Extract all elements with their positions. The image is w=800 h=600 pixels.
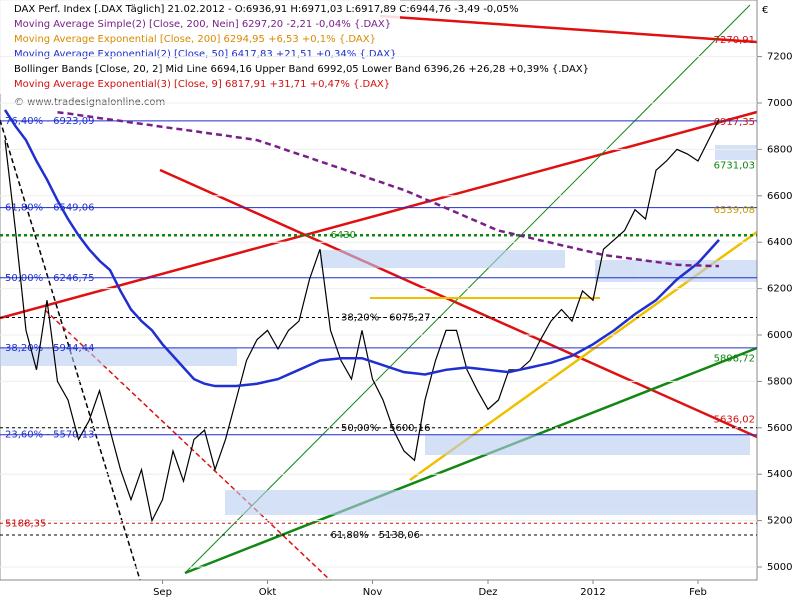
price-label: 5898,72 [714,354,755,365]
level-label: 76,40% - 6923,09 [5,116,94,127]
level-label: 61,80% - 5138,06 [331,530,420,541]
header-line: Moving Average Exponential [Close, 200] … [14,34,376,45]
x-tick-label: Feb [689,587,707,598]
level-label: 6430 [331,230,356,241]
y-tick-label: 7000 [767,98,792,109]
x-tick-label: Nov [363,587,383,598]
price-label: 6539,08 [714,205,755,216]
trend-line [159,168,758,439]
y-tick-label: 5600 [767,423,792,434]
level-label: 38,20% - 5944,44 [5,343,94,354]
header-line: DAX Perf. Index [.DAX Täglich] 21.02.201… [14,4,519,15]
zone [225,490,757,515]
series-line [57,111,720,268]
watermark: © www.tradesignalonline.com [14,97,165,108]
y-tick-label: 6800 [767,144,792,155]
trend-line [379,14,758,44]
y-tick-label: 6400 [767,237,792,248]
level-label: 5188,35 [5,518,46,529]
y-tick-label: 6000 [767,330,792,341]
header-line: Moving Average Exponential(3) [Close, 9]… [14,79,390,90]
header-line: Moving Average Exponential(2) [Close, 50… [14,49,397,60]
x-tick-label: 2012 [580,587,605,598]
header-line: Moving Average Simple(2) [Close, 200, Ne… [14,19,391,30]
level-label: 50,00% - 6246,75 [5,273,94,284]
x-tick-label: Sep [153,587,172,598]
level-label: 38,20% - 6075,27 [341,313,430,324]
level-label: 61,80% - 6549,06 [5,203,94,214]
zone [425,435,750,455]
trend-line [0,110,758,320]
price-label: 6731,03 [714,160,755,171]
y-tick-label: 5200 [767,516,792,527]
level-label: 50,00% - 5600,16 [341,423,430,434]
zone [715,145,757,160]
header-bg [0,0,400,94]
highlight-boxes [0,145,757,515]
zone [320,250,565,268]
price-label: 7270,91 [714,35,755,46]
price-label: 5636,02 [714,414,755,425]
level-label: 23,60% - 5570,13 [5,430,94,441]
x-tick-label: Okt [259,587,277,598]
trend-line [184,346,758,575]
series-line [4,118,720,523]
y-tick-label: 5400 [767,469,792,480]
y-tick-label: 7200 [767,52,792,63]
plot-area [0,0,758,581]
y-tick-label: 5800 [767,376,792,387]
y-tick-label: 6200 [767,284,792,295]
y-tick-label: 5000 [767,562,792,573]
price-label: 6917,35 [714,117,755,128]
y-tick-label: 6600 [767,191,792,202]
x-tick-label: Dez [478,587,497,598]
header: DAX Perf. Index [.DAX Täglich] 21.02.201… [0,0,589,94]
unit-label: € [762,5,768,16]
header-line: Bollinger Bands [Close, 20, 2] Mid Line … [14,64,589,75]
series-line [3,109,720,388]
